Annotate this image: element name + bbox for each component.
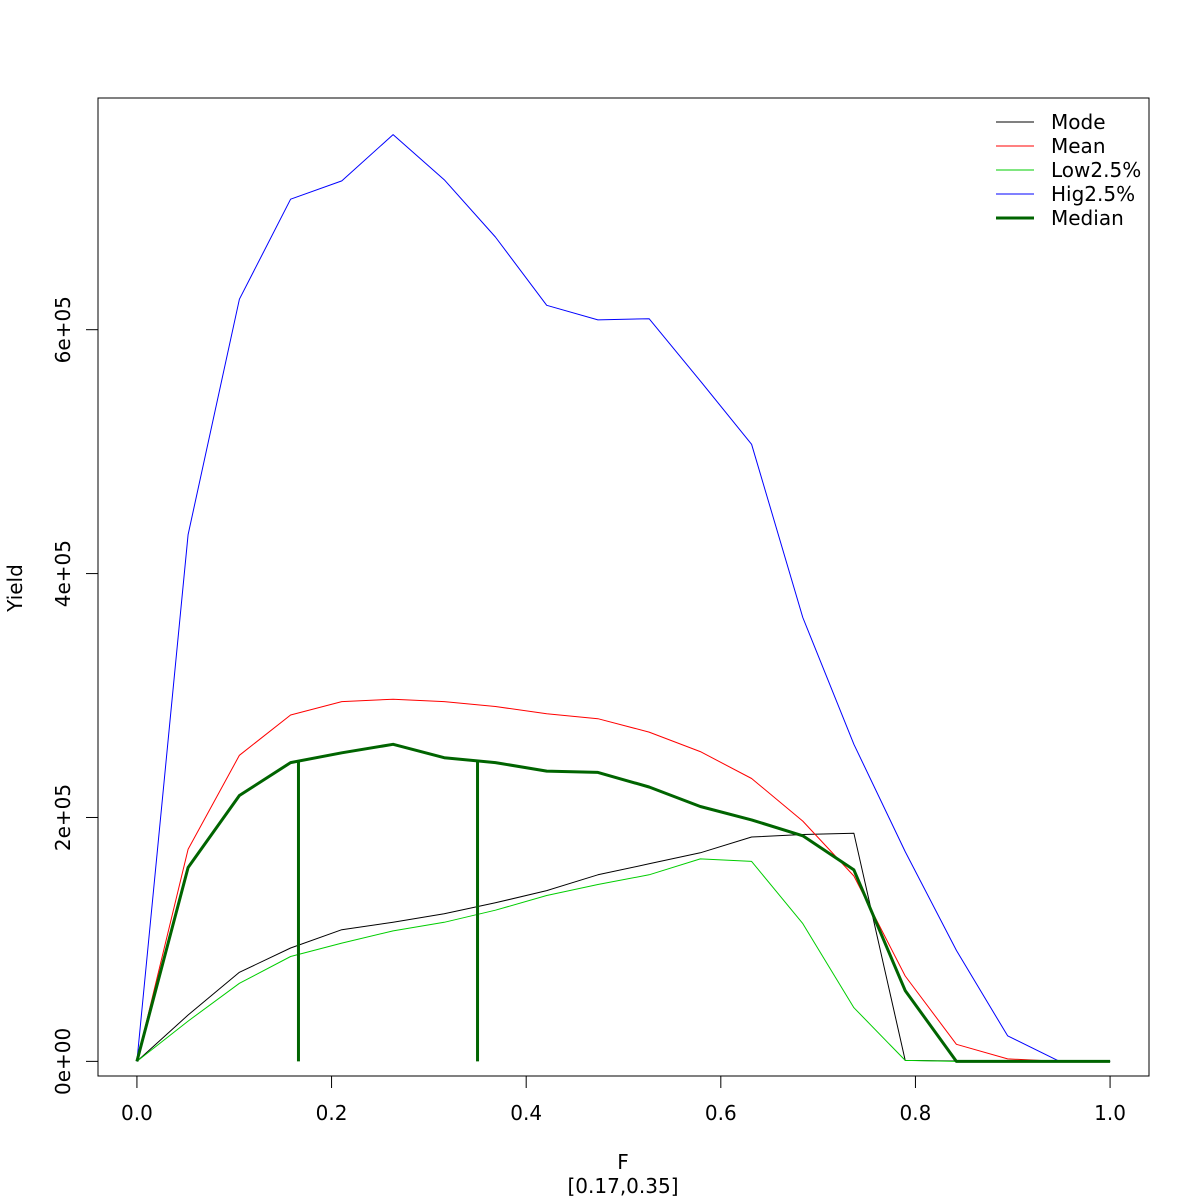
series-line-mean: [136, 698, 1111, 1062]
legend-label-hig2-5-: Hig2.5%: [1051, 182, 1135, 206]
x-tick-label: 1.0: [1094, 1101, 1126, 1125]
series-line-hig2-5-: [136, 134, 1111, 1062]
y-axis: 0e+00 2e+05 4e+05 6e+05: [51, 296, 99, 1095]
y-tick-label: 0e+00: [51, 1028, 75, 1095]
x-tick-label: 0.0: [121, 1101, 153, 1125]
x-axis-subtitle: [0.17,0.35]: [567, 1174, 678, 1198]
y-tick-label: 6e+05: [51, 296, 75, 363]
x-tick-label: 0.2: [316, 1101, 348, 1125]
reference-lines: [296, 761, 480, 1062]
y-tick-label: 4e+05: [51, 540, 75, 607]
y-axis-title: Yield: [3, 564, 27, 613]
x-axis: 0.0 0.2 0.4 0.6 0.8 1.0: [121, 1075, 1126, 1125]
x-tick-label: 0.4: [510, 1101, 542, 1125]
series-line-mode: [136, 832, 1111, 1062]
x-tick-label: 0.8: [900, 1101, 932, 1125]
x-axis-title: F: [617, 1150, 629, 1174]
legend-label-median: Median: [1051, 206, 1124, 230]
legend-label-mode: Mode: [1051, 110, 1106, 134]
series-line-low2-5-: [136, 858, 1111, 1062]
legend-label-low2-5-: Low2.5%: [1051, 158, 1141, 182]
series-line-median: [135, 742, 1111, 1063]
legend-label-mean: Mean: [1051, 134, 1106, 158]
y-tick-label: 2e+05: [51, 784, 75, 851]
series-layer: [135, 134, 1111, 1063]
x-tick-label: 0.6: [705, 1101, 737, 1125]
plot-frame: [97, 97, 1150, 1077]
